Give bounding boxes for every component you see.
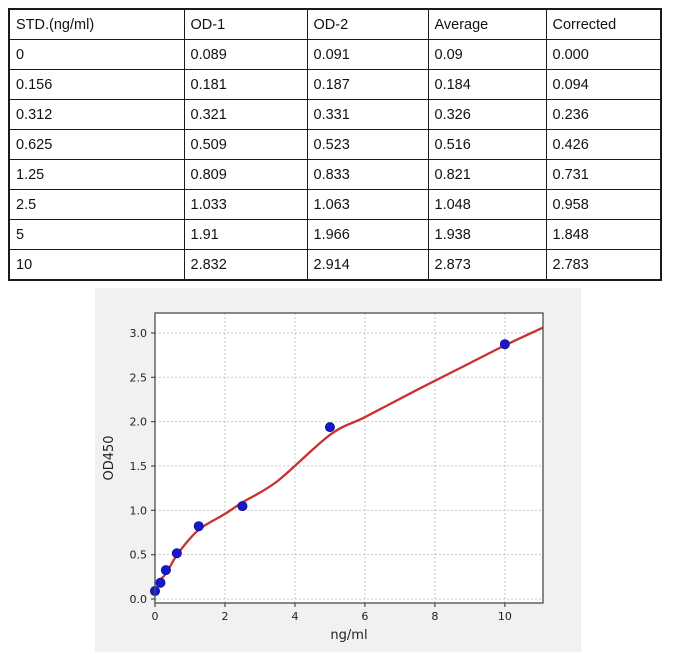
table-cell: 0.187	[306, 69, 429, 100]
y-tick-label: 1.5	[130, 460, 148, 473]
table-row: 5 1.91 1.966 1.938 1.848	[8, 219, 662, 250]
x-tick-label: 4	[291, 610, 298, 623]
x-tick-label: 8	[431, 610, 438, 623]
table-row: 2.5 1.033 1.063 1.048 0.958	[8, 189, 662, 220]
plot-border	[154, 312, 544, 604]
y-tick-label: 2.0	[130, 416, 148, 429]
table-cell: 0.312	[8, 99, 185, 130]
table-row: 0.156 0.181 0.187 0.184 0.094	[8, 69, 662, 100]
table-header-cell: OD-2	[306, 8, 429, 40]
data-point	[237, 501, 248, 512]
table-cell: 0.236	[545, 99, 662, 130]
table-cell: 1.938	[427, 219, 547, 250]
table-body: 0 0.089 0.091 0.09 0.000 0.156 0.181 0.187 0.184…	[8, 39, 662, 281]
table-cell: 0.523	[306, 129, 429, 160]
data-point	[160, 565, 171, 576]
table-cell: 0.156	[8, 69, 185, 100]
x-tick-label: 6	[361, 610, 368, 623]
data-point	[171, 548, 182, 559]
table-cell: 0.09	[427, 39, 547, 70]
table-header-cell: OD-1	[183, 8, 308, 40]
table-cell: 10	[8, 249, 185, 281]
table-header-row: STD.(ng/ml) OD-1 OD-2 Average Corrected	[8, 8, 662, 40]
table-cell: 0.509	[183, 129, 308, 160]
y-tick-label: 0.0	[130, 593, 148, 606]
table-cell: 0.321	[183, 99, 308, 130]
table-cell: 1.91	[183, 219, 308, 250]
table-cell: 0.516	[427, 129, 547, 160]
table-cell: 0.094	[545, 69, 662, 100]
table-cell: 1.848	[545, 219, 662, 250]
table-cell: 0.731	[545, 159, 662, 190]
y-tick-label: 1.0	[130, 504, 148, 517]
data-point	[155, 577, 166, 588]
y-tick-label: 2.5	[130, 371, 148, 384]
table-cell: 0.184	[427, 69, 547, 100]
table-row: 0 0.089 0.091 0.09 0.000	[8, 39, 662, 70]
table-cell: 0.089	[183, 39, 308, 70]
table-cell: 0.091	[306, 39, 429, 70]
table-cell: 0.958	[545, 189, 662, 220]
data-point	[193, 521, 204, 532]
table-cell: 0.326	[427, 99, 547, 130]
table-cell: 2.832	[183, 249, 308, 281]
data-point	[499, 339, 510, 350]
table-row: 0.625 0.509 0.523 0.516 0.426	[8, 129, 662, 160]
x-tick-label: 0	[152, 610, 159, 623]
table-cell: 0.625	[8, 129, 185, 160]
table-cell: 1.033	[183, 189, 308, 220]
table-header-cell: Corrected	[545, 8, 662, 40]
table-cell: 1.25	[8, 159, 185, 190]
data-point	[324, 422, 335, 433]
table-cell: 2.783	[545, 249, 662, 281]
table-cell: 0.833	[306, 159, 429, 190]
table-cell: 0.000	[545, 39, 662, 70]
table-header: STD.(ng/ml) OD-1 OD-2 Average Corrected	[8, 8, 662, 40]
table-cell: 2.5	[8, 189, 185, 220]
y-axis-label: OD450	[102, 435, 117, 480]
table-cell: 2.873	[427, 249, 547, 281]
table-row: 0.312 0.321 0.331 0.326 0.236	[8, 99, 662, 130]
table-cell: 1.966	[306, 219, 429, 250]
table-cell: 1.063	[306, 189, 429, 220]
table-cell: 0.809	[183, 159, 308, 190]
y-tick-label: 3.0	[130, 327, 148, 340]
x-tick-label: 10	[498, 610, 512, 623]
table-cell: 0.426	[545, 129, 662, 160]
table-cell: 5	[8, 219, 185, 250]
table-cell: 1.048	[427, 189, 547, 220]
x-axis-label: ng/ml	[330, 628, 367, 643]
table-header-cell: STD.(ng/ml)	[8, 8, 185, 40]
standards-table: STD.(ng/ml) OD-1 OD-2 Average Corrected 0 0.0…	[8, 8, 662, 281]
standard-curve-figure: 0 2 4 6 8 10 0.0 0.5 1.0 1.5 2.0 2.5 3.0 ng/ml OD450	[95, 288, 581, 652]
table-cell: 0.821	[427, 159, 547, 190]
y-tick-label: 0.5	[130, 549, 148, 562]
table-cell: 0.331	[306, 99, 429, 130]
table-cell: 0	[8, 39, 185, 70]
x-tick-label: 2	[221, 610, 228, 623]
table-cell: 2.914	[306, 249, 429, 281]
table-header-cell: Average	[427, 8, 547, 40]
table-row: 1.25 0.809 0.833 0.821 0.731	[8, 159, 662, 190]
table-row: 10 2.832 2.914 2.873 2.783	[8, 249, 662, 281]
table-cell: 0.181	[183, 69, 308, 100]
standard-curve-chart: 0 2 4 6 8 10 0.0 0.5 1.0 1.5 2.0 2.5 3.0 ng/ml OD450	[102, 312, 544, 643]
